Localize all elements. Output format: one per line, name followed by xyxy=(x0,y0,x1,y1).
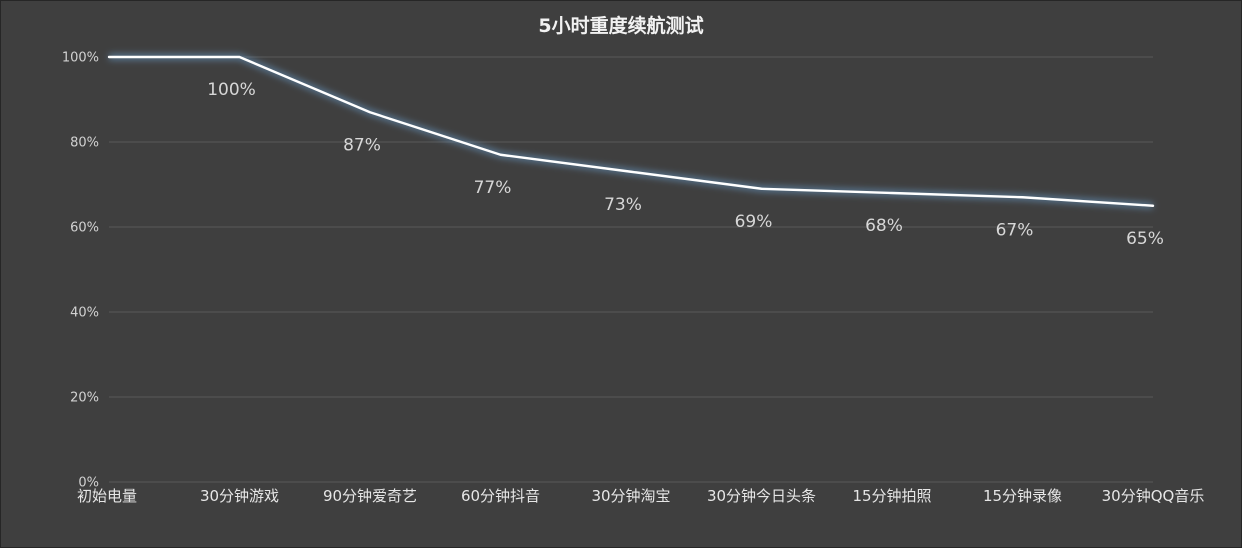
data-label: 65% xyxy=(1126,229,1164,249)
x-tick-label: 60分钟抖音 xyxy=(461,487,540,505)
y-tick-label: 0% xyxy=(78,476,99,491)
gridlines xyxy=(109,56,1153,483)
data-labels: 100% 87% 77% 73% 69% 68% 67% 65% xyxy=(207,80,1164,249)
x-tick-label: 初始电量 xyxy=(77,487,137,505)
series-line-glow xyxy=(109,54,1154,209)
x-tick-label: 30分钟游戏 xyxy=(200,487,279,505)
y-tick-label: 60% xyxy=(70,221,99,236)
chart-title: 5小时重度续航测试 xyxy=(538,14,703,37)
series-line xyxy=(107,55,1155,207)
y-tick-label: 40% xyxy=(70,306,99,321)
series-line-group xyxy=(107,54,1155,209)
data-label: 73% xyxy=(604,195,642,215)
x-tick-label: 30分钟今日头条 xyxy=(707,487,816,505)
data-label: 87% xyxy=(343,135,381,155)
x-tick-label: 30分钟淘宝 xyxy=(591,487,670,505)
x-tick-label: 15分钟录像 xyxy=(983,487,1062,505)
x-tick-label: 15分钟拍照 xyxy=(852,487,931,505)
x-tick-label: 90分钟爱奇艺 xyxy=(323,487,417,505)
x-tick-label: 30分钟QQ音乐 xyxy=(1102,487,1205,505)
y-tick-label: 80% xyxy=(70,136,99,151)
y-tick-label: 100% xyxy=(62,51,99,66)
y-tick-label: 20% xyxy=(70,391,99,406)
data-label: 77% xyxy=(474,178,512,198)
data-label: 68% xyxy=(865,216,903,236)
y-axis-ticks: 0% 20% 40% 60% 80% 100% xyxy=(62,51,99,491)
data-label: 69% xyxy=(735,212,773,232)
x-axis-ticks: 初始电量 30分钟游戏 90分钟爱奇艺 60分钟抖音 30分钟淘宝 30分钟今日头条 15分… xyxy=(77,487,1204,505)
data-label: 100% xyxy=(207,80,256,100)
data-label: 67% xyxy=(996,220,1034,240)
